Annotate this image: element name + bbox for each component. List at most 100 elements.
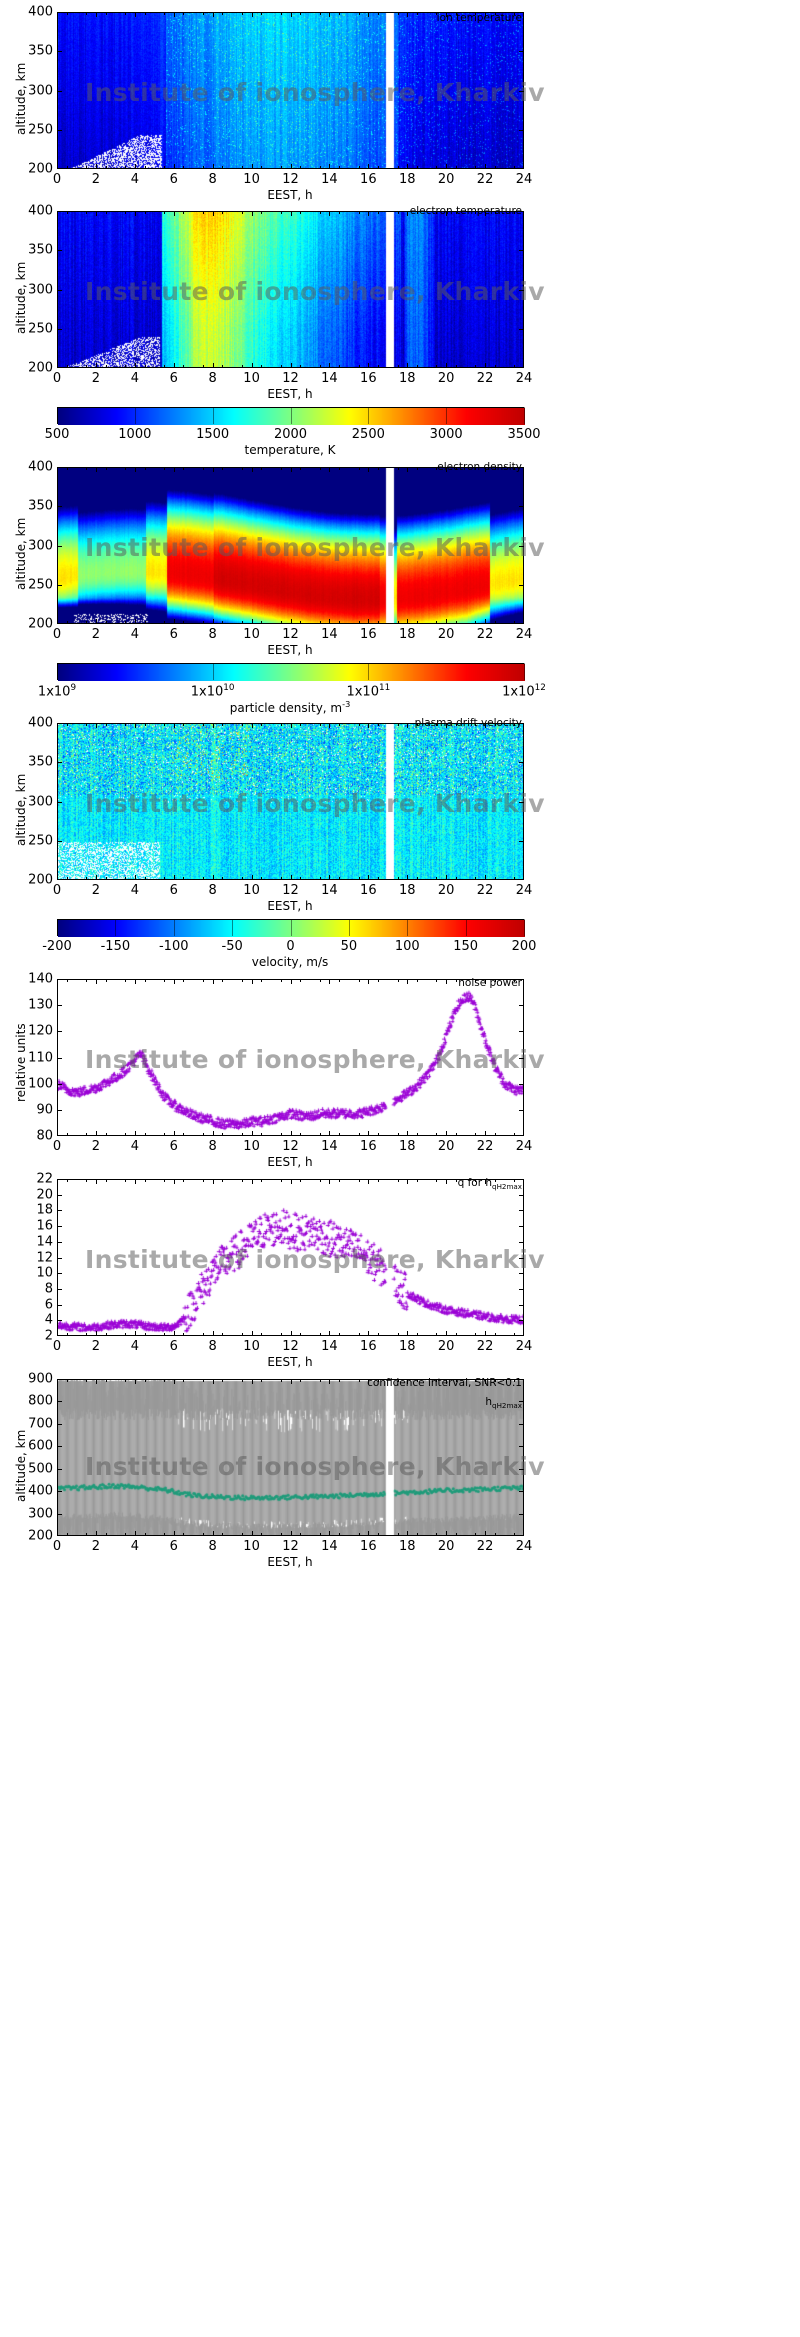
ytick-mark <box>57 1241 62 1243</box>
xtick-minor <box>222 877 224 880</box>
xtick-minor <box>105 166 107 169</box>
xtick-minor <box>66 365 68 368</box>
xtick-minor <box>66 1333 68 1336</box>
ytick-label-500: 500 <box>28 1461 53 1477</box>
xtick-minor <box>261 365 263 368</box>
xtick-minor-top <box>475 979 477 982</box>
xtick-minor <box>378 1133 380 1136</box>
xtick-minor-top <box>261 467 263 470</box>
xtick-minor-top <box>436 12 438 15</box>
xtick-mark <box>290 1131 292 1136</box>
xtick-minor-top <box>86 12 88 15</box>
ytick-label-2: 2 <box>44 1328 53 1344</box>
xtick-mark <box>251 363 253 368</box>
xtick-mark <box>212 363 214 368</box>
xtick-minor-top <box>475 1179 477 1182</box>
xtick-label-4: 4 <box>130 1539 139 1554</box>
ytick-label-100: 100 <box>28 1076 53 1092</box>
xtick-label-24: 24 <box>515 172 533 187</box>
particle-density-colorbar-tick <box>57 663 58 680</box>
xtick-minor-top <box>358 12 360 15</box>
xtick-minor <box>397 1533 399 1536</box>
xtick-minor-top <box>222 979 224 982</box>
xtick-mark-top <box>134 1379 136 1384</box>
xtick-mark-top <box>446 12 448 17</box>
xtick-mark <box>523 1331 524 1336</box>
xtick-minor <box>416 1533 418 1536</box>
velocity-colorbar-tick-label: 100 <box>394 939 420 954</box>
xtick-minor <box>261 877 263 880</box>
xtick-minor-top <box>416 723 418 726</box>
xtick-mark-top <box>212 211 214 216</box>
ytick-label-200: 200 <box>28 1528 53 1544</box>
xtick-minor <box>241 166 243 169</box>
particle-density-colorbar-tick-label: 1x1010 <box>191 683 235 699</box>
xtick-minor-top <box>164 12 166 15</box>
xtick-label-6: 6 <box>169 1539 178 1554</box>
ytick-mark-right <box>519 840 524 842</box>
xtick-minor <box>339 1133 341 1136</box>
ytick-label-350: 350 <box>28 754 53 770</box>
xtick-minor <box>86 365 88 368</box>
xtick-mark-top <box>368 467 370 472</box>
xtick-label-14: 14 <box>321 371 338 386</box>
xtick-minor-top <box>261 979 263 982</box>
xtick-minor <box>475 877 477 880</box>
xtick-mark-top <box>485 723 487 728</box>
ytick-mark-right <box>519 506 524 508</box>
ytick-label-400: 400 <box>28 715 53 731</box>
xtick-label-18: 18 <box>398 1539 416 1554</box>
xtick-minor-top <box>339 1179 341 1182</box>
xtick-minor-top <box>416 979 418 982</box>
xtick-minor <box>378 166 380 169</box>
temperature-colorbar-tick-label: 3500 <box>507 427 541 442</box>
xtick-minor-top <box>280 723 282 726</box>
xtick-minor-top <box>202 1179 204 1182</box>
xtick-mark <box>134 1331 136 1336</box>
xtick-label-10: 10 <box>243 371 260 386</box>
xtick-label-22: 22 <box>476 883 494 898</box>
xtick-minor-top <box>66 467 68 470</box>
xtick-label-10: 10 <box>243 883 260 898</box>
ytick-label-600: 600 <box>28 1438 53 1454</box>
xtick-minor <box>280 877 282 880</box>
ytick-mark <box>57 328 62 330</box>
cb-exponent: 9 <box>70 683 77 693</box>
xtick-minor <box>397 621 399 624</box>
xtick-minor-top <box>66 12 68 15</box>
xtick-label-6: 6 <box>169 1139 178 1154</box>
xtick-minor <box>300 1533 302 1536</box>
xtick-minor-top <box>86 1379 88 1382</box>
xtick-mark <box>446 619 448 624</box>
xtick-mark <box>485 875 487 880</box>
xtick-label-12: 12 <box>282 1339 299 1354</box>
xtick-mark-top <box>290 723 292 728</box>
xtick-minor-top <box>144 723 146 726</box>
xtick-label-20: 20 <box>437 883 455 898</box>
xtick-minor-top <box>183 211 185 214</box>
xtick-minor <box>202 1533 204 1536</box>
xtick-minor <box>358 877 360 880</box>
xtick-mark <box>173 1531 175 1536</box>
xtick-minor <box>358 1333 360 1336</box>
xtick-label-0: 0 <box>52 1339 62 1354</box>
xtick-label-22: 22 <box>476 1339 494 1354</box>
xtick-minor <box>164 1333 166 1336</box>
ytick-mark <box>57 1031 62 1033</box>
xtick-mark-top <box>173 12 175 17</box>
xtick-mark-top <box>290 1179 292 1184</box>
ytick-label-18: 18 <box>36 1202 53 1218</box>
ytick-mark <box>57 1005 62 1007</box>
xtick-minor-top <box>475 211 477 214</box>
xtick-minor <box>164 1533 166 1536</box>
xtick-minor <box>319 877 321 880</box>
xtick-mark-top <box>407 723 409 728</box>
xtick-label-2: 2 <box>91 172 101 187</box>
xtick-minor-top <box>86 1179 88 1182</box>
electron-density-xlabel: EEST, h <box>267 643 313 657</box>
xtick-mark <box>134 1531 136 1536</box>
xtick-mark <box>523 164 524 169</box>
xtick-minor <box>164 877 166 880</box>
xtick-minor <box>144 877 146 880</box>
xtick-label-2: 2 <box>91 883 101 898</box>
